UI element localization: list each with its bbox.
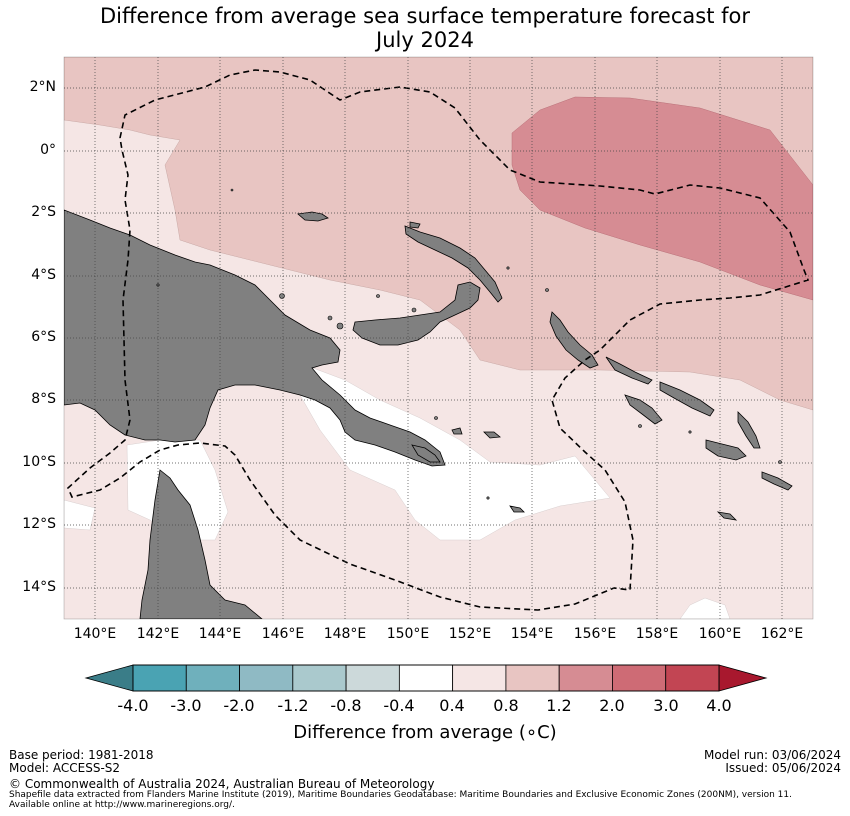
lon-label-144: 144°E [198,626,242,642]
colorbar-cell [345,664,400,692]
land-dentrecasteaux [411,444,441,463]
land-choiseul [605,356,653,385]
land-new-georgia [624,394,663,425]
model-run: Model run: 03/06/2024 [703,748,841,762]
lat-label-2s: 2°S [31,204,56,220]
lat-label-8s: 8°S [31,391,56,407]
colorbar-tick: 2.0 [599,696,625,715]
land-guadalcanal [705,439,747,461]
lat-label-6s: 6°S [31,329,56,345]
colorbar-cell [239,664,294,692]
colorbar-cell [665,664,720,692]
colorbar-cell [452,664,507,692]
lon-label-142: 142°E [136,626,180,642]
colorbar-tick: -2.0 [223,696,255,715]
colorbar-cell [398,664,454,692]
anomaly-band-neutral-4 [679,597,731,619]
base-period: Base period: 1981-2018 [9,748,154,762]
colorbar-tick: 0.8 [493,696,519,715]
colorbar-tick: 3.0 [653,696,679,715]
colorbar-tick: -4.0 [117,696,149,715]
colorbar-cell [612,664,667,692]
lon-label-150: 150°E [386,626,430,642]
colorbar-cell [185,664,240,692]
lat-label-12s: 12°S [22,516,56,532]
land-trobriand [451,427,463,435]
model-name: Model: ACCESS-S2 [9,761,121,775]
lon-label-146: 146°E [261,626,305,642]
map-frame [63,56,814,620]
colorbar [84,664,768,692]
anomaly-band-neutral-3 [64,499,96,531]
anomaly-band-warm [511,96,813,301]
title-line-1: Difference from average sea surface temp… [100,4,750,28]
issued-date: Issued: 05/06/2024 [725,761,841,775]
lon-label-160: 160°E [698,626,742,642]
colorbar-tick: -0.4 [383,696,415,715]
chart-title: Difference from average sea surface temp… [0,4,850,52]
lon-label-148: 148°E [323,626,367,642]
land-new-ireland [404,225,503,303]
graticule [64,57,813,619]
small-islets [156,188,782,500]
lat-label-2n: 2°N [29,79,56,95]
land-ontong [716,511,738,521]
colorbar-frame [132,664,720,692]
colorbar-cell [558,664,613,692]
lon-label-158: 158°E [635,626,679,642]
lat-label-14s: 14°S [22,579,56,595]
land-new-guinea [64,209,446,467]
land-cape-york [139,469,263,619]
land-rossel [509,505,525,513]
land-makira [761,471,793,491]
colorbar-tick: 4.0 [706,696,732,715]
colorbar-cell [132,664,187,692]
land-manus [297,211,329,222]
colorbar-tick: 1.2 [546,696,572,715]
colorbar-tick: -1.2 [277,696,309,715]
source-credit-line-2: Available online at http://www.marinereg… [9,800,235,810]
anomaly-band-neutral [299,364,611,541]
colorbar-tick: -3.0 [170,696,202,715]
land-malaita [737,411,761,449]
colorbar-cell [505,664,560,692]
eez-boundary [67,69,810,611]
land-new-britain [352,281,481,346]
lat-label-4s: 4°S [31,267,56,283]
land-santa-isabel [659,381,715,417]
lat-label-10s: 10°S [22,454,56,470]
lon-label-156: 156°E [573,626,617,642]
lon-label-140: 140°E [73,626,117,642]
lon-label-154: 154°E [510,626,554,642]
colorbar-cell [292,664,347,692]
title-line-2: July 2024 [376,28,474,52]
colorbar-extend-high [718,664,768,692]
colorbar-extend-low [84,664,134,692]
lon-label-162: 162°E [760,626,804,642]
sst-anomaly-map [63,56,814,692]
land-woodlark [483,431,501,439]
colorbar-label: Difference from average (∘C) [293,722,557,743]
land-bougainville [549,311,599,369]
colorbar-tick: -0.8 [330,696,362,715]
source-credit-line-1: Shapefile data extracted from Flanders M… [9,790,792,800]
lon-label-152: 152°E [448,626,492,642]
land-new-hanover [409,221,421,229]
lat-label-0: 0° [40,142,56,158]
colorbar-tick: 0.4 [439,696,465,715]
copyright: © Commonwealth of Australia 2024, Austra… [9,777,435,791]
